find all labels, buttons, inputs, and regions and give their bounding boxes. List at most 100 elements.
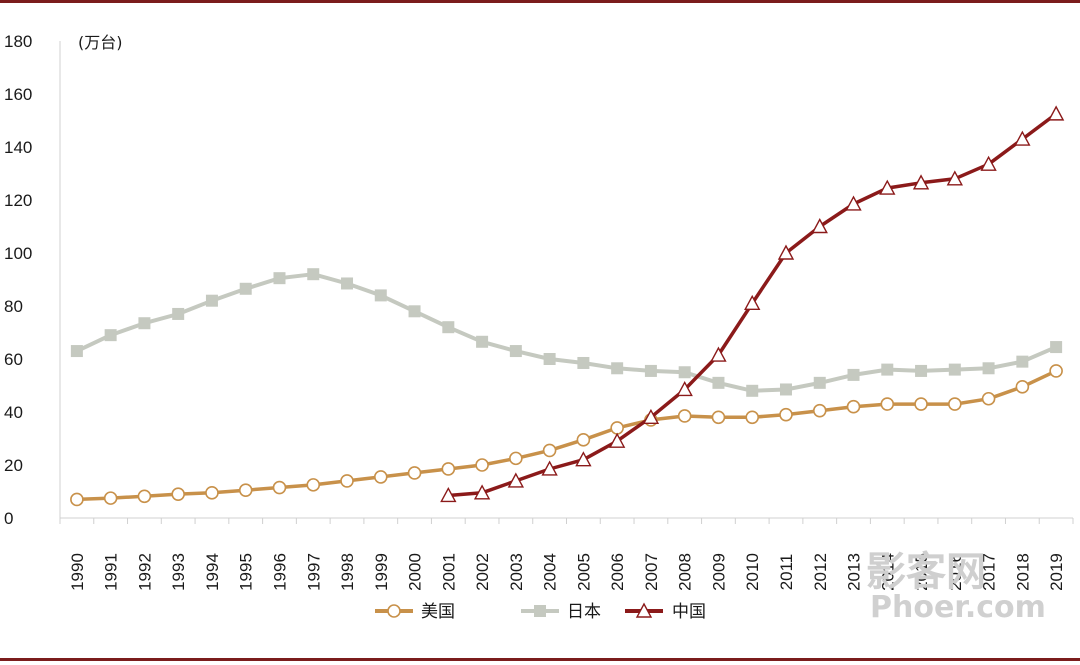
unit-label: (万台) xyxy=(78,33,123,52)
data-point-usa xyxy=(306,478,321,492)
data-point-japan xyxy=(712,376,725,389)
y-tick-label: 0 xyxy=(4,509,13,528)
data-point-usa xyxy=(914,397,928,411)
x-tick-label: 1990 xyxy=(68,553,87,591)
legend: 美国 日本 中国 xyxy=(375,602,706,622)
x-tick-label: 1998 xyxy=(338,553,357,591)
x-tick-label: 1993 xyxy=(169,553,188,591)
data-point-usa xyxy=(880,397,895,411)
x-tick-label: 1997 xyxy=(304,553,323,591)
data-point-japan xyxy=(779,383,792,396)
data-point-usa xyxy=(407,466,422,480)
series-line-japan xyxy=(76,272,1057,393)
y-tick-label: 160 xyxy=(4,85,32,104)
x-tick-label: 1995 xyxy=(237,553,256,591)
x-tick-label: 2008 xyxy=(676,553,695,591)
x-tick-label: 1999 xyxy=(372,553,391,591)
data-point-japan xyxy=(341,277,354,290)
x-tick-label: 2010 xyxy=(743,553,762,591)
data-point-usa xyxy=(70,492,84,507)
data-point-japan xyxy=(374,289,387,302)
data-point-japan xyxy=(543,353,556,365)
x-tick-label: 2005 xyxy=(574,553,593,591)
data-point-usa xyxy=(441,462,456,476)
data-point-usa xyxy=(948,397,962,411)
legend-marker-japan xyxy=(534,605,546,617)
data-point-japan xyxy=(138,317,151,330)
data-point-japan xyxy=(70,345,83,358)
data-point-japan xyxy=(948,363,961,376)
y-tick-label: 80 xyxy=(4,297,23,316)
watermark: 影客网 Phoer.com xyxy=(866,549,1046,625)
data-point-china xyxy=(507,472,525,488)
data-point-usa xyxy=(779,407,793,422)
data-point-japan xyxy=(847,368,860,381)
y-axis-tick-labels: 0 20 40 60 80 100 120 140 160 180 xyxy=(4,32,32,528)
y-tick-label: 120 xyxy=(4,191,32,210)
x-tick-label: 1992 xyxy=(135,553,154,591)
data-point-japan xyxy=(172,307,185,320)
x-axis-tick-labels: 1990 1991 1992 1993 1994 1995 1996 1997 1998 1999… xyxy=(68,553,1066,591)
data-point-usa xyxy=(171,487,185,501)
series-china xyxy=(440,105,1065,503)
data-point-china xyxy=(642,408,660,424)
data-point-usa xyxy=(812,403,827,418)
x-tick-label: 2009 xyxy=(709,553,728,591)
x-tick-label: 2016 xyxy=(946,553,965,591)
x-tick-label: 1991 xyxy=(102,553,121,591)
data-point-usa xyxy=(340,474,354,488)
y-tick-label: 60 xyxy=(4,350,23,369)
data-point-japan xyxy=(476,335,489,348)
data-point-japan xyxy=(104,329,117,342)
legend-marker-usa xyxy=(387,604,401,618)
data-point-japan xyxy=(1016,355,1029,368)
data-point-usa xyxy=(272,480,287,495)
legend-item-japan: 日本 xyxy=(521,602,601,622)
data-point-usa xyxy=(238,483,253,497)
series-layer xyxy=(70,105,1065,507)
data-point-usa xyxy=(542,443,557,458)
data-point-usa xyxy=(711,410,726,425)
legend-item-china: 中国 xyxy=(625,602,706,622)
y-tick-label: 140 xyxy=(4,138,32,157)
x-tick-label: 1996 xyxy=(270,553,289,591)
y-tick-label: 180 xyxy=(4,32,32,51)
watermark-en: Phoer.com xyxy=(870,590,1046,625)
data-point-china xyxy=(1014,130,1031,146)
x-tick-label: 2007 xyxy=(642,553,661,591)
data-point-china xyxy=(541,460,558,476)
data-point-china xyxy=(608,432,626,448)
data-point-china xyxy=(710,346,727,362)
data-point-china xyxy=(744,294,761,311)
data-point-usa xyxy=(981,391,996,406)
data-point-china xyxy=(946,170,963,186)
data-point-japan xyxy=(442,321,455,334)
series-usa xyxy=(70,364,1063,507)
data-point-japan xyxy=(644,364,657,377)
data-point-china xyxy=(440,486,457,503)
data-point-japan xyxy=(509,345,522,358)
data-point-china xyxy=(473,484,491,500)
data-point-japan xyxy=(239,282,252,295)
x-tick-label: 2017 xyxy=(980,553,999,591)
x-tick-label: 2000 xyxy=(406,553,425,591)
data-point-usa xyxy=(373,470,388,484)
x-tick-label: 2006 xyxy=(608,553,627,591)
data-point-japan xyxy=(577,356,590,369)
legend-label-china: 中国 xyxy=(672,602,706,622)
bottom-frame-line xyxy=(0,658,1080,661)
data-point-japan xyxy=(611,362,624,375)
series-line-usa xyxy=(76,369,1057,502)
data-point-usa xyxy=(677,409,692,423)
data-point-usa xyxy=(137,489,152,504)
x-tick-label: 2013 xyxy=(845,553,864,591)
data-point-china xyxy=(777,244,795,260)
data-point-japan xyxy=(408,305,421,318)
data-point-usa xyxy=(205,486,219,500)
x-tick-label: 2018 xyxy=(1013,553,1032,591)
data-point-usa xyxy=(1049,364,1063,378)
data-point-japan xyxy=(273,272,286,285)
data-point-japan xyxy=(746,384,759,397)
y-tick-label: 20 xyxy=(4,456,23,475)
